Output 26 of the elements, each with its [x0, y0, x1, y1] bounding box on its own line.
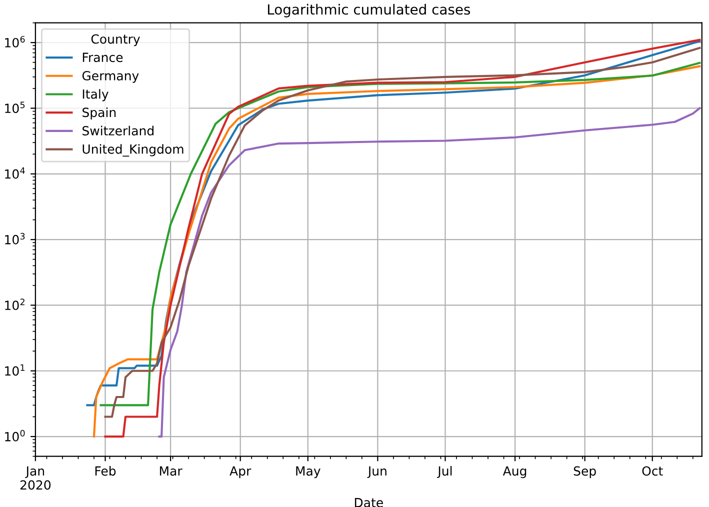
- legend-label: United_Kingdom: [82, 144, 184, 157]
- x-tick-label: Mar: [160, 466, 182, 476]
- legend-label: Spain: [82, 107, 116, 120]
- x-tick-label: Oct: [642, 466, 663, 476]
- y-tick-label: 10$^{1}$: [5, 364, 25, 376]
- legend-label: Italy: [82, 89, 108, 102]
- y-tick-label: 10$^{5}$: [5, 102, 25, 114]
- y-tick-label: 10$^{2}$: [5, 298, 24, 310]
- x-tick-label: Jul: [437, 466, 452, 478]
- y-tick-label: 10$^{3}$: [5, 232, 25, 244]
- x-tick-label: Feb: [95, 466, 116, 476]
- legend-title: Country: [91, 34, 140, 46]
- legend-label: Germany: [82, 70, 139, 83]
- x-tick-label: May: [296, 466, 320, 478]
- x-tick-label: Sep: [574, 466, 596, 478]
- x-tick-label: Aug: [502, 466, 526, 478]
- x-tick-label: Jan 2020: [20, 466, 51, 490]
- legend-label: Switzerland: [82, 126, 154, 136]
- x-tick-label: Jun: [367, 466, 386, 478]
- chart-title: Logarithmic cumulated cases: [268, 4, 470, 18]
- y-tick-label: 10$^{0}$: [5, 430, 25, 442]
- x-axis-title: Date: [354, 498, 383, 507]
- legend-label: France: [82, 52, 123, 62]
- y-tick-label: 10$^{4}$: [5, 167, 25, 179]
- y-tick-label: 10$^{6}$: [5, 36, 25, 48]
- x-tick-label: Apr: [230, 466, 252, 478]
